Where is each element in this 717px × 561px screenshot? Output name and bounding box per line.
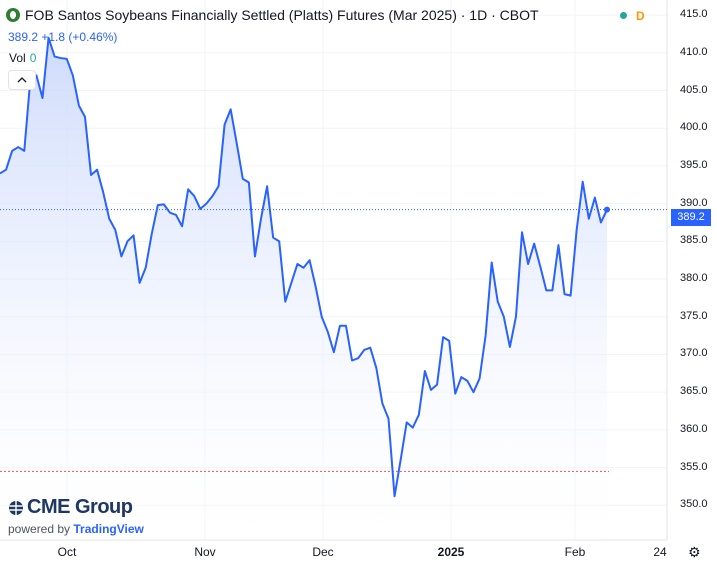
x-tick-label: 24 [653,545,667,559]
y-tick-label: 410.0 [680,45,708,58]
y-tick-label: 415.0 [680,8,708,21]
gear-icon[interactable]: ⚙ [688,544,701,560]
market-status-dot[interactable] [620,12,627,19]
x-tick-label: Nov [194,545,216,559]
last-point-marker [604,206,610,213]
price-change-readout: 389.2 +1.8 (+0.46%) [8,30,118,44]
cme-group-logo[interactable]: CME Group powered by TradingView [8,496,144,536]
volume-value: 0 [29,51,37,65]
series-area [0,37,607,541]
chart-header: FOB Santos Soybeans Financially Settled … [6,7,539,23]
symbol-logo-icon [6,8,20,22]
series-line [0,36,608,498]
y-tick-label: 400.0 [680,121,708,134]
y-tick-label: 350.0 [680,498,708,511]
y-tick-label: 360.0 [680,422,708,435]
symbol-title[interactable]: FOB Santos Soybeans Financially Settled … [25,7,539,23]
cme-globe-icon [9,500,23,515]
y-tick-label: 385.0 [680,234,708,247]
y-tick-label: 355.0 [680,460,708,473]
data-status-badge[interactable]: D [636,9,645,23]
x-tick-label: Oct [57,545,77,559]
cme-group-wordmark: CME Group [27,496,133,518]
y-tick-label: 390.0 [680,196,708,209]
powered-by-prefix: powered by [8,522,71,536]
collapse-legend-button[interactable] [8,70,36,90]
chevron-up-icon [17,77,27,83]
volume-legend[interactable]: Vol 0 [9,51,36,65]
x-tick-label: Feb [564,545,586,559]
y-tick-label: 395.0 [680,158,708,171]
powered-by-text: powered by TradingView [8,522,144,536]
y-tick-label: 370.0 [680,347,708,360]
y-tick-label: 375.0 [680,309,708,322]
tradingview-brand[interactable]: TradingView [73,522,144,536]
y-tick-label: 365.0 [680,385,708,398]
last-price-label: 389.2 [671,209,711,226]
x-tick-label: 2025 [437,545,465,559]
x-tick-label: Dec [312,545,334,559]
y-tick-label: 380.0 [680,272,708,285]
volume-label: Vol [9,51,26,65]
y-tick-label: 405.0 [680,83,708,96]
